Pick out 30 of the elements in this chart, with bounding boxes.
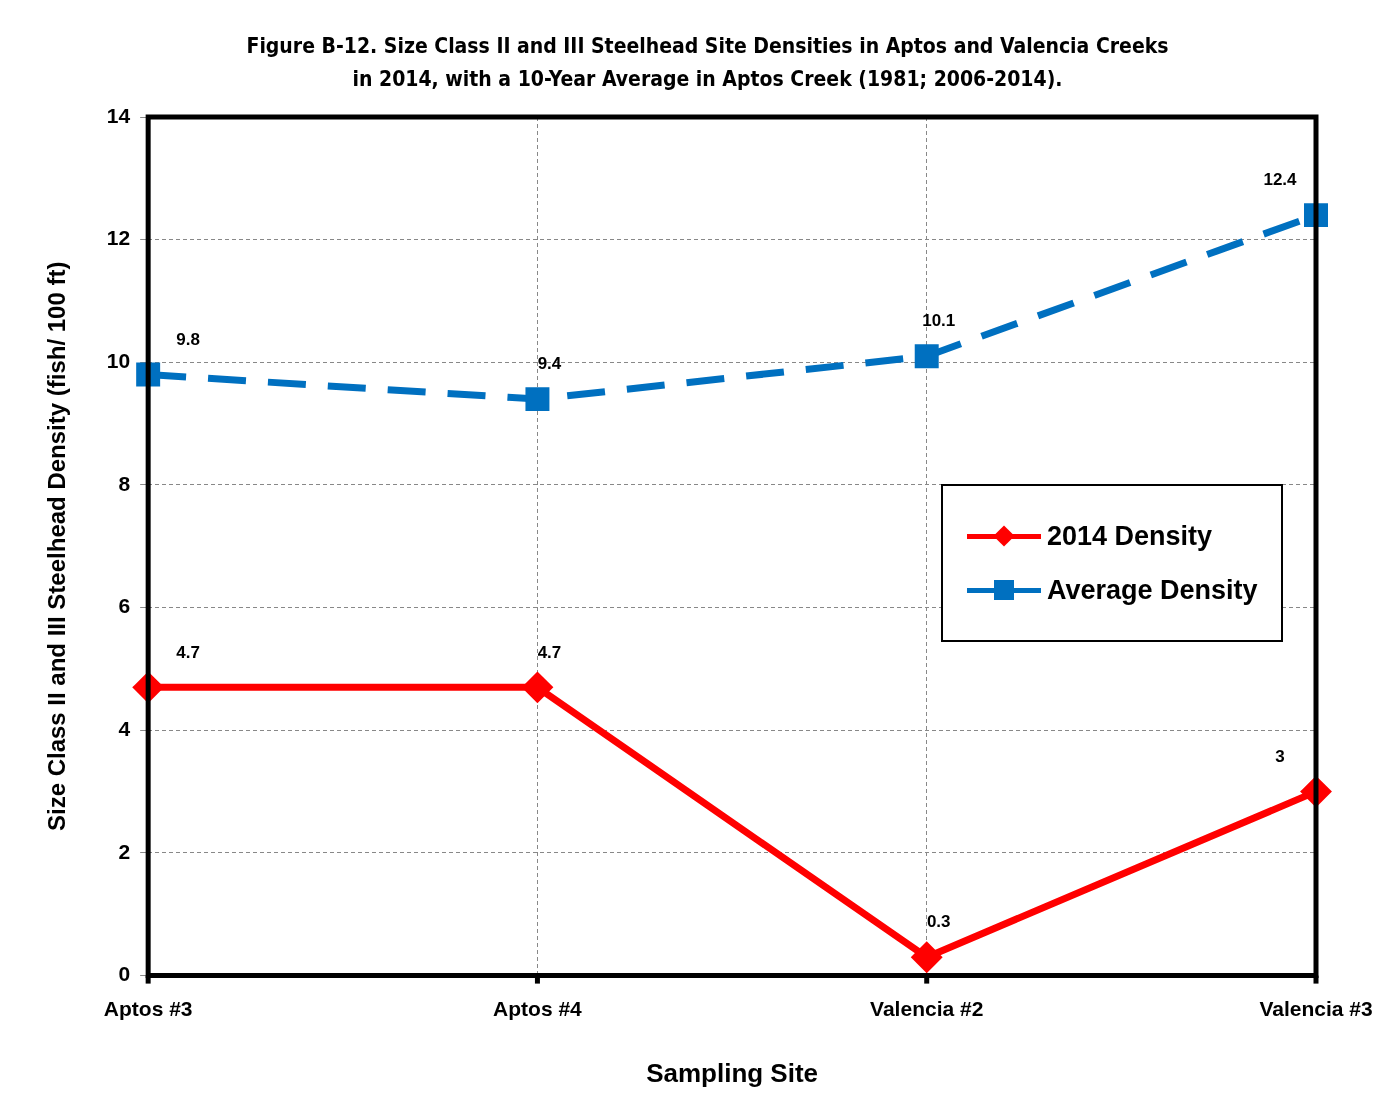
x-tick-label: Valencia #2 — [870, 997, 984, 1020]
y-tick-label: 2 — [118, 839, 131, 863]
x-tick-label: Aptos #4 — [493, 997, 583, 1020]
data-label: 4.7 — [176, 642, 200, 662]
chart-title: Figure B-12. Size Class II and III Steelhead Site Densities in Aptos and Valencia Creeks in 2014, with a 10-Year Average in Aptos Creek (1981; 2006-2014). — [245, 33, 1170, 93]
point — [914, 344, 939, 369]
y-tick-label: 12 — [106, 226, 131, 250]
data-label: 9.8 — [176, 329, 200, 349]
legend-label: 2014 Density — [1047, 520, 1213, 552]
point — [522, 672, 552, 702]
point — [912, 942, 942, 972]
data-label: 0.3 — [926, 912, 951, 932]
y-tick-label: 6 — [118, 594, 131, 618]
x-tick-label: Aptos #3 — [103, 997, 193, 1020]
data-label: 10.1 — [922, 311, 956, 331]
legend-label: Average Density — [1047, 574, 1258, 606]
y-tick-label: 4 — [118, 717, 131, 741]
point — [525, 387, 550, 412]
y-axis-title: Size Class II and III Steelhead Density (fish/ 100 ft) — [43, 261, 71, 832]
data-label: 3 — [1275, 746, 1285, 766]
y-tick-label: 8 — [118, 471, 131, 495]
y-tick-label: 0 — [118, 962, 131, 986]
y-tick-label: 14 — [106, 103, 131, 127]
data-label: 12.4 — [1263, 170, 1298, 190]
x-tick-label: Valencia #3 — [1259, 997, 1373, 1020]
data-label: 4.7 — [537, 642, 562, 662]
data-label: 9.4 — [537, 354, 562, 374]
x-axis-title: Sampling Site — [646, 1057, 819, 1088]
point — [136, 362, 161, 387]
y-tick-label: 10 — [106, 349, 131, 373]
